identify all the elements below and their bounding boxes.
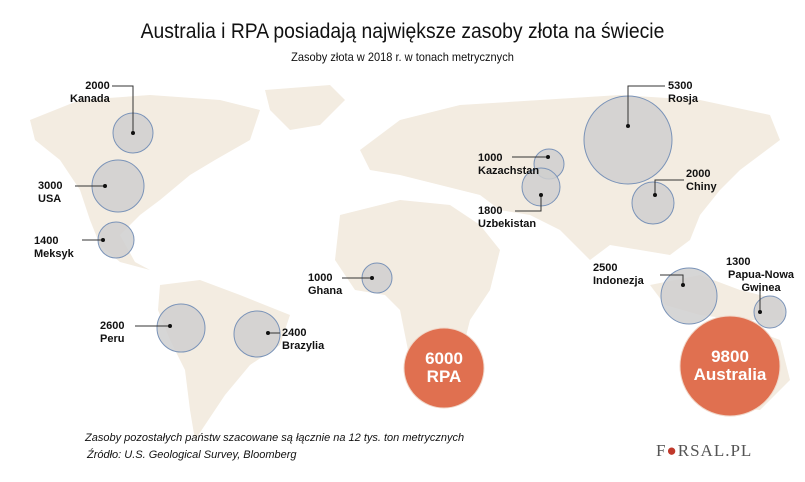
country-name: Peru	[100, 333, 125, 345]
country-name: Uzbekistan	[478, 218, 537, 230]
value: 6000	[425, 349, 463, 368]
country-name: Meksyk	[34, 248, 74, 260]
label-australia: 9800 Australia	[680, 348, 780, 384]
country-name: Australia	[693, 365, 767, 384]
value: 2600	[100, 320, 125, 332]
country-name: Rosja	[668, 93, 698, 105]
value: 1000	[478, 152, 503, 164]
bubble-brazylia	[233, 310, 281, 358]
value: 2000	[686, 168, 711, 180]
label-kanada: 2000 Kanada	[70, 80, 110, 106]
country-name: Indonezja	[593, 275, 644, 287]
footnote: Zasoby pozostałych państw szacowane są ł…	[85, 432, 465, 444]
value: 5300	[668, 80, 693, 92]
page-title: Australia i RPA posiadają największe zas…	[140, 20, 665, 43]
value: 2400	[282, 327, 307, 339]
label-rosja: 5300 Rosja	[668, 80, 698, 106]
marker-dot	[546, 155, 550, 159]
value: 1800	[478, 205, 503, 217]
marker-dot	[168, 324, 172, 328]
label-kazachstan: 1000 Kazachstan	[478, 152, 539, 178]
value: 9800	[711, 347, 749, 366]
label-rpa: 6000 RPA	[404, 350, 484, 386]
bubble-chiny	[631, 181, 675, 225]
marker-dot	[101, 238, 105, 242]
label-uzbekistan: 1800 Uzbekistan	[478, 205, 536, 231]
label-ghana: 1000 Ghana	[308, 272, 342, 298]
label-usa: 3000 USA	[38, 180, 62, 206]
marker-dot	[758, 310, 762, 314]
leader-line-chiny	[654, 179, 684, 195]
country-name: Papua-Nowa Gwinea	[727, 269, 794, 294]
north-america	[30, 95, 260, 270]
marker-dot	[539, 193, 543, 197]
bubble-papua-nowa-gwinea	[753, 295, 787, 329]
greenland	[265, 85, 345, 130]
label-indonezja: 2500 Indonezja	[593, 262, 644, 288]
label-chiny: 2000 Chiny	[686, 168, 717, 194]
forsal-logo: F●RSAL.PL	[656, 441, 753, 460]
bubble-peru	[156, 303, 206, 353]
bubble-australia	[679, 315, 781, 417]
marker-dot	[626, 124, 630, 128]
marker-dot	[370, 276, 374, 280]
leader-line-uzbekistan	[515, 195, 542, 212]
value: 1300	[726, 256, 751, 268]
country-name: USA	[38, 193, 62, 205]
leader-line-rosja	[627, 85, 665, 126]
value: 1000	[308, 272, 333, 284]
label-papua-nowa-gwinea: 1300 Papua-Nowa Gwinea	[726, 256, 796, 295]
bubble-indonezja	[660, 267, 718, 325]
country-name: Brazylia	[282, 340, 325, 352]
country-name: Chiny	[686, 181, 717, 193]
marker-dot	[266, 331, 270, 335]
marker-dot	[681, 283, 685, 287]
leader-line-indonezja	[660, 274, 684, 285]
country-name: Ghana	[308, 285, 343, 297]
marker-dot	[653, 193, 657, 197]
leader-line-kanada	[112, 85, 134, 133]
value: 2500	[593, 262, 618, 274]
label-brazylia: 2400 Brazylia	[282, 327, 324, 353]
label-peru: 2600 Peru	[100, 320, 124, 346]
country-name: RPA	[426, 367, 462, 386]
country-name: Kanada	[70, 93, 110, 105]
page-subtitle: Zasoby złota w 2018 r. w tonach metryczn…	[291, 50, 514, 64]
bubble-rpa	[403, 327, 485, 409]
value: 2000	[85, 80, 110, 92]
value: 3000	[38, 180, 63, 192]
source: Źródło: U.S. Geological Survey, Bloomber…	[87, 449, 297, 461]
europe-asia	[360, 95, 780, 260]
label-meksyk: 1400 Meksyk	[34, 235, 74, 261]
value: 1400	[34, 235, 59, 247]
marker-dot	[103, 184, 107, 188]
marker-dot	[131, 131, 135, 135]
country-name: Kazachstan	[478, 165, 540, 177]
